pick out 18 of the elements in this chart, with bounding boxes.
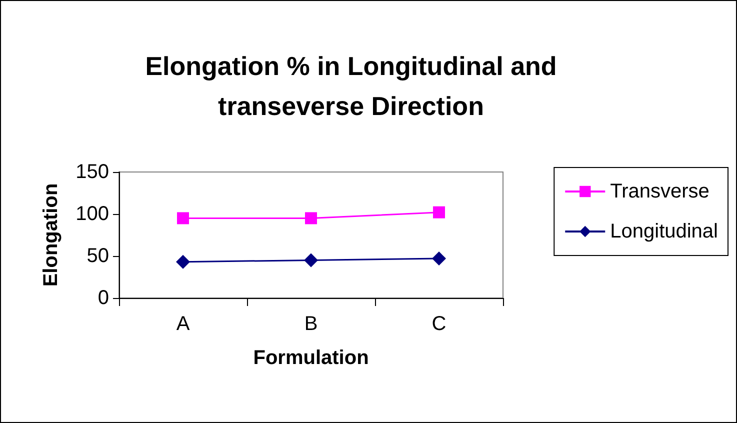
point bbox=[304, 253, 318, 268]
point bbox=[177, 212, 189, 224]
x-tick-label: A bbox=[176, 313, 190, 335]
point bbox=[176, 254, 190, 269]
point bbox=[433, 206, 445, 218]
legend-label: Transverse bbox=[610, 180, 710, 202]
y-tick-label: 50 bbox=[86, 245, 109, 267]
y-axis-title: Elongation bbox=[40, 183, 62, 287]
chart-title: Elongation % in Longitudinal and transeverse Direction bbox=[145, 51, 557, 121]
y-tick-label: 100 bbox=[76, 203, 109, 225]
x-tick-label: B bbox=[304, 313, 318, 335]
legend-label: Longitudinal bbox=[610, 220, 718, 242]
x-axis-title: Formulation bbox=[253, 347, 369, 369]
y-tick-label: 0 bbox=[98, 287, 109, 309]
point bbox=[305, 212, 317, 224]
y-tick-label: 150 bbox=[76, 161, 109, 183]
point bbox=[432, 252, 446, 266]
x-tick-label: C bbox=[432, 313, 446, 335]
